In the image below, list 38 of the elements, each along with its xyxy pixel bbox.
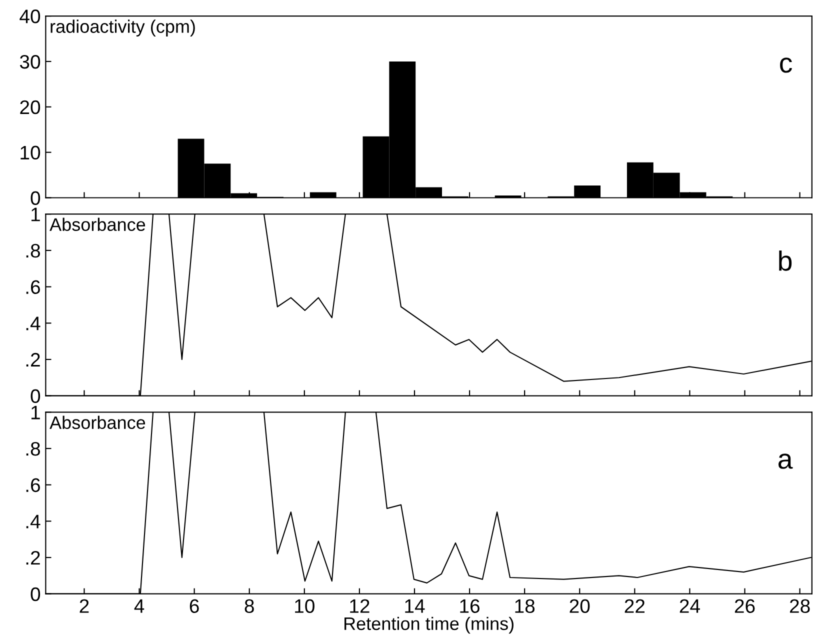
x-tick-label: 10 (295, 599, 314, 613)
y-tick-label: .6 (26, 478, 40, 492)
y-tick-label: .8 (26, 442, 40, 456)
y-axis-title: Absorbance (50, 218, 146, 231)
x-tick-label: 4 (134, 599, 144, 613)
y-tick-label: .4 (26, 514, 40, 528)
y-tick-label: .4 (26, 316, 40, 330)
y-tick-label: 0 (30, 389, 40, 404)
y-tick-label: .8 (26, 244, 40, 258)
annotation: c (780, 58, 792, 73)
annotation: a (778, 454, 793, 469)
x-tick-label: 12 (350, 599, 370, 613)
y-tick-label: 20 (20, 100, 40, 114)
y-axis-title: Absorbance (50, 416, 146, 430)
x-tick-label: 2 (80, 599, 89, 613)
annotation: b (779, 250, 792, 271)
y-tick-label: 0 (30, 191, 40, 205)
x-tick-label: 28 (790, 599, 810, 613)
x-tick-label: 24 (680, 599, 700, 613)
y-tick-label: 1 (32, 406, 40, 420)
x-tick-label: 18 (515, 599, 535, 613)
x-axis-title: Retention time (mins) (344, 616, 514, 634)
y-tick-label: 1 (32, 208, 40, 222)
x-tick-label: 16 (460, 599, 480, 613)
y-tick-label: .2 (26, 550, 40, 565)
x-tick-label: 26 (734, 599, 755, 613)
y-axis-title: radioactivity (cpm) (50, 20, 195, 37)
x-tick-label: 8 (244, 599, 254, 613)
y-tick-label: 10 (20, 146, 40, 160)
y-tick-label: .2 (26, 352, 40, 367)
x-tick-label: 14 (405, 599, 425, 613)
x-tick-label: 22 (624, 599, 645, 613)
y-tick-label: 40 (20, 10, 40, 24)
y-tick-label: 0 (30, 587, 40, 602)
y-tick-label: 30 (20, 54, 40, 69)
x-tick-label: 6 (190, 599, 199, 613)
x-tick-label: 20 (570, 599, 590, 613)
y-tick-label: .6 (26, 280, 40, 294)
